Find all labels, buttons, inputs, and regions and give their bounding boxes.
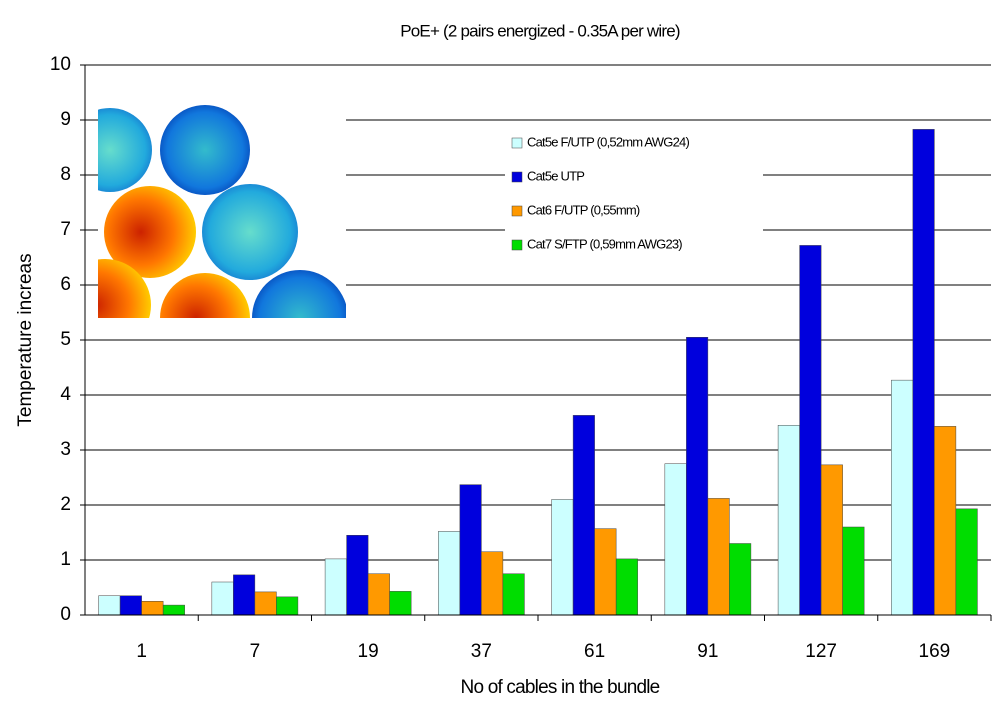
bar (820, 464, 843, 616)
legend-swatch (511, 137, 523, 149)
bar (686, 337, 709, 616)
bar (459, 484, 482, 616)
y-tick-label: 2 (60, 494, 71, 515)
bar (615, 558, 638, 616)
bar (438, 531, 461, 616)
x-tick-label: 19 (358, 641, 379, 662)
legend-box (505, 125, 763, 265)
x-tick-label: 127 (805, 641, 837, 662)
bar (141, 601, 164, 616)
y-tick-label: 4 (60, 384, 71, 405)
bar (367, 573, 390, 616)
legend-swatch (511, 205, 523, 217)
chart-title: PoE+ (2 pairs energized - 0.35A per wire… (400, 21, 680, 40)
bar (912, 129, 935, 616)
bar (777, 425, 800, 616)
bar (119, 595, 142, 616)
bar (799, 245, 822, 616)
legend-swatch (511, 171, 523, 183)
x-tick-label: 91 (697, 641, 718, 662)
heatmap-image (98, 95, 346, 318)
bar (572, 415, 595, 616)
x-tick-label: 37 (471, 641, 492, 662)
y-tick-label: 7 (60, 219, 71, 240)
y-tick-label: 6 (60, 274, 71, 295)
bar (276, 596, 299, 616)
bar (502, 573, 525, 616)
bar (98, 595, 121, 616)
bar (594, 528, 617, 616)
bar (162, 604, 185, 616)
x-tick-label: 7 (250, 641, 261, 662)
y-tick-label: 1 (60, 549, 71, 570)
bar (842, 526, 865, 616)
legend-label: Cat6 F/UTP (0,55mm) (527, 202, 640, 217)
bar (729, 543, 752, 616)
bar (481, 551, 504, 616)
y-axis-label: Temperature increas (15, 253, 36, 426)
bar (233, 574, 256, 616)
x-tick-label: 169 (919, 641, 951, 662)
bar (254, 591, 277, 616)
y-tick-label: 10 (50, 54, 71, 75)
x-tick-label: 61 (584, 641, 605, 662)
y-tick-label: 3 (60, 439, 71, 460)
plot: 0 1 2 3 4 5 6 7 8 9 10 1 7 19 37 61 91 127 169 Cat5e F/UTP … (50, 54, 992, 662)
y-tick-label: 8 (60, 164, 71, 185)
legend-swatch (511, 239, 523, 251)
bar (324, 558, 347, 616)
bar (211, 581, 234, 616)
bar (551, 499, 574, 616)
bar (389, 591, 412, 616)
bar (955, 508, 978, 616)
bar (707, 498, 730, 616)
y-tick-label: 5 (60, 329, 71, 350)
legend-label: Cat5e UTP (527, 168, 584, 183)
y-tick-label: 9 (60, 109, 71, 130)
x-axis-label: No of cables in the bundle (461, 677, 660, 698)
bar (346, 535, 369, 616)
legend-label: Cat7 S/FTP (0,59mm AWG23) (527, 236, 682, 251)
bar (934, 426, 957, 616)
y-tick-label: 0 (60, 604, 71, 625)
bar (664, 463, 687, 616)
bar (891, 379, 914, 616)
x-tick-label: 1 (136, 641, 147, 662)
legend-label: Cat5e F/UTP (0,52mm AWG24) (527, 134, 689, 149)
